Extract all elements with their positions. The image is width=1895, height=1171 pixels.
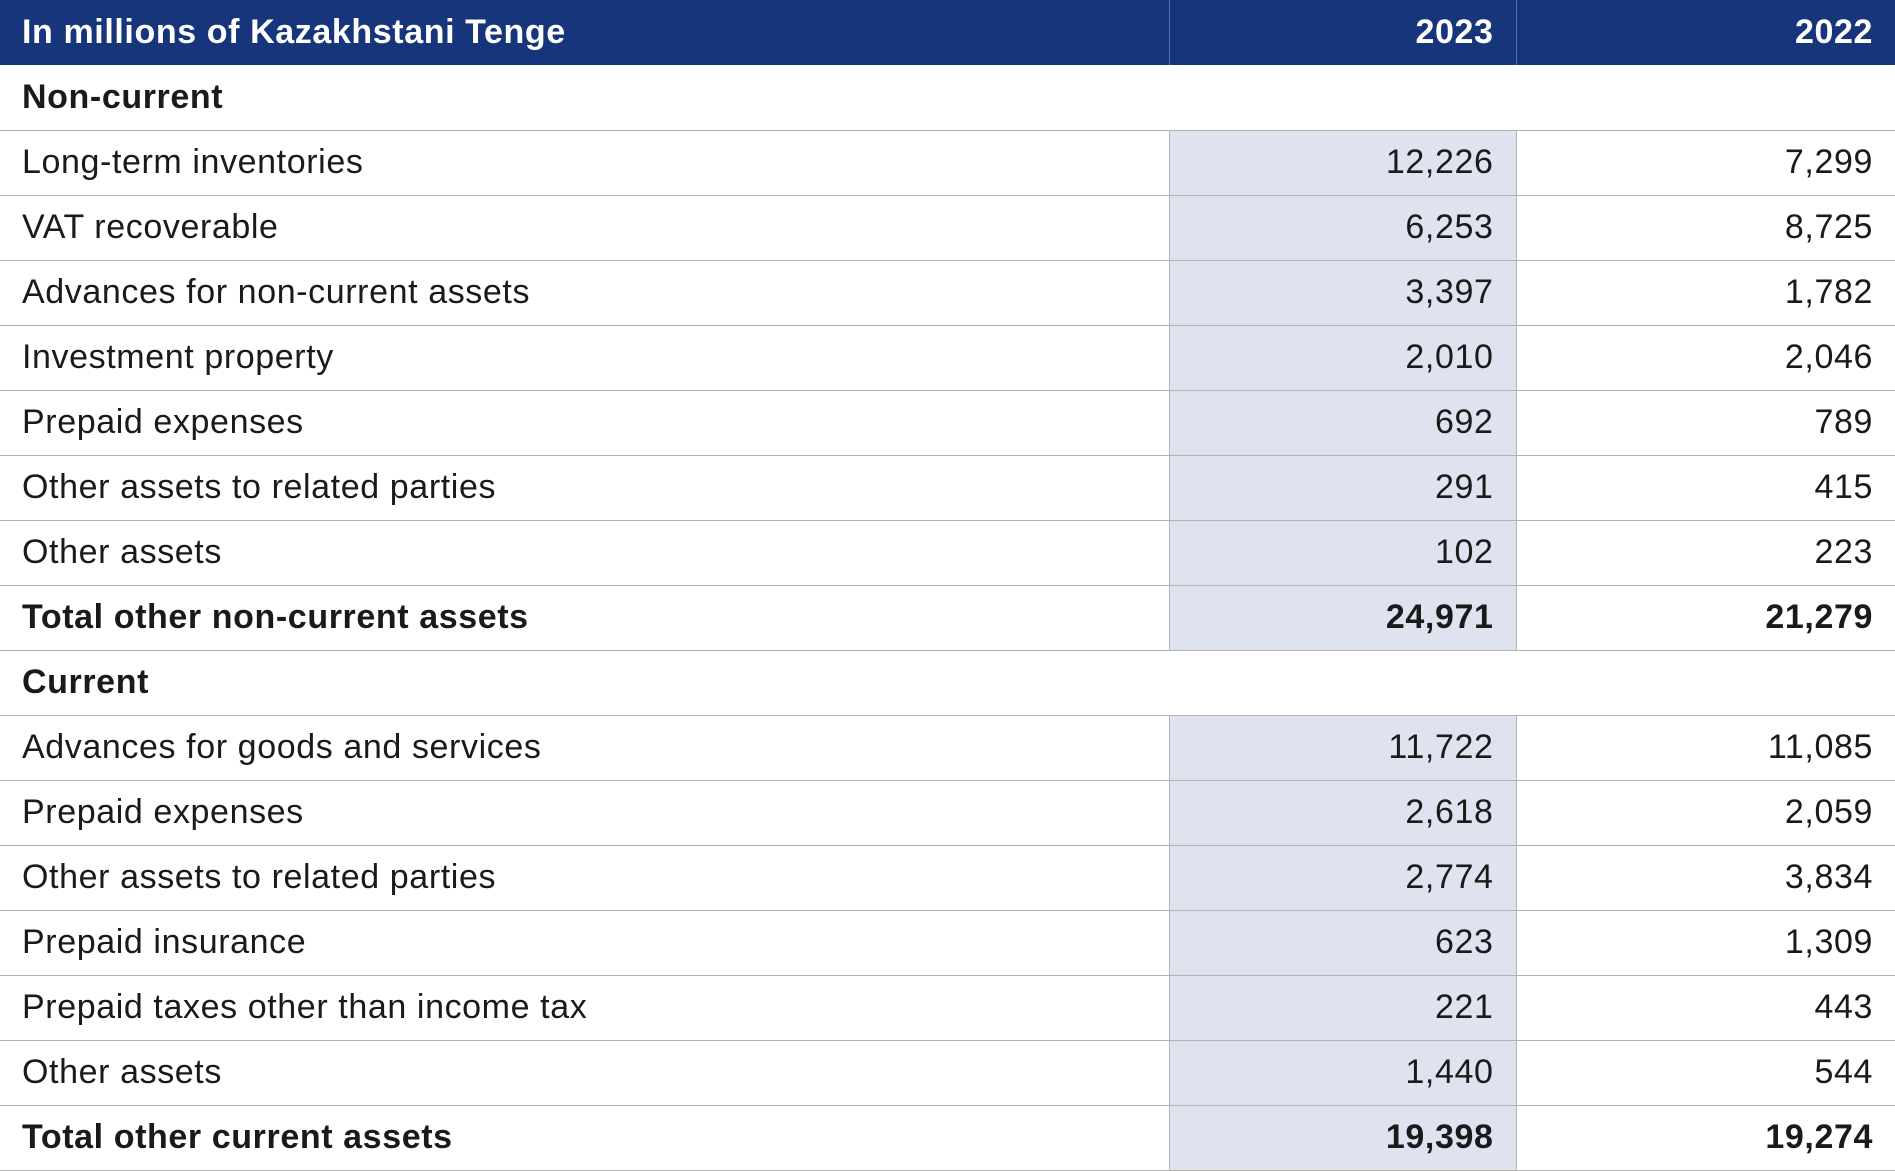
value-2023: 2,010: [1168, 325, 1517, 391]
total-row-non-current: Total other non-current assets 24,971 21…: [0, 585, 1895, 651]
header-label: In millions of Kazakhstani Tenge: [0, 0, 1169, 65]
total-value-2022: 19,274: [1516, 1105, 1895, 1171]
row-label: Advances for goods and services: [0, 715, 1169, 781]
table-row: Prepaid taxes other than income tax 221 …: [0, 975, 1895, 1041]
value-2023: 6,253: [1168, 195, 1517, 261]
value-2023: 12,226: [1168, 130, 1517, 196]
header-2022: 2022: [1515, 0, 1895, 65]
section-title: Current: [0, 650, 1895, 716]
value-2022: 443: [1516, 975, 1895, 1041]
row-label: Prepaid expenses: [0, 780, 1169, 846]
value-2023: 1,440: [1168, 1040, 1517, 1106]
value-2022: 544: [1516, 1040, 1895, 1106]
section-row-non-current: Non-current: [0, 65, 1895, 131]
value-2023: 3,397: [1168, 260, 1517, 326]
row-label: Prepaid insurance: [0, 910, 1169, 976]
table-row: Prepaid expenses 692 789: [0, 390, 1895, 456]
value-2022: 8,725: [1516, 195, 1895, 261]
table-row: Advances for non-current assets 3,397 1,…: [0, 260, 1895, 326]
value-2022: 2,046: [1516, 325, 1895, 391]
total-value-2023: 19,398: [1168, 1105, 1517, 1171]
table-row: Other assets 1,440 544: [0, 1040, 1895, 1106]
value-2023: 2,774: [1168, 845, 1517, 911]
row-label: Prepaid expenses: [0, 390, 1169, 456]
value-2023: 2,618: [1168, 780, 1517, 846]
row-label: Prepaid taxes other than income tax: [0, 975, 1169, 1041]
value-2022: 789: [1516, 390, 1895, 456]
table-header-row: In millions of Kazakhstani Tenge 2023 20…: [0, 0, 1895, 65]
value-2023: 623: [1168, 910, 1517, 976]
table-row: Prepaid expenses 2,618 2,059: [0, 780, 1895, 846]
table-row: Long-term inventories 12,226 7,299: [0, 130, 1895, 196]
value-2023: 11,722: [1168, 715, 1517, 781]
total-row-current: Total other current assets 19,398 19,274: [0, 1105, 1895, 1171]
total-value-2023: 24,971: [1168, 585, 1517, 651]
value-2022: 223: [1516, 520, 1895, 586]
value-2023: 692: [1168, 390, 1517, 456]
section-title: Non-current: [0, 65, 1895, 131]
value-2022: 1,309: [1516, 910, 1895, 976]
value-2023: 291: [1168, 455, 1517, 521]
value-2023: 102: [1168, 520, 1517, 586]
table-row: Investment property 2,010 2,046: [0, 325, 1895, 391]
value-2022: 2,059: [1516, 780, 1895, 846]
total-label: Total other non-current assets: [0, 585, 1169, 651]
total-label: Total other current assets: [0, 1105, 1169, 1171]
table-row: Advances for goods and services 11,722 1…: [0, 715, 1895, 781]
row-label: Advances for non-current assets: [0, 260, 1169, 326]
table-row: Prepaid insurance 623 1,309: [0, 910, 1895, 976]
value-2022: 1,782: [1516, 260, 1895, 326]
value-2022: 3,834: [1516, 845, 1895, 911]
row-label: Other assets to related parties: [0, 455, 1169, 521]
value-2023: 221: [1168, 975, 1517, 1041]
value-2022: 415: [1516, 455, 1895, 521]
table-row: VAT recoverable 6,253 8,725: [0, 195, 1895, 261]
table-row: Other assets 102 223: [0, 520, 1895, 586]
section-row-current: Current: [0, 650, 1895, 716]
value-2022: 11,085: [1516, 715, 1895, 781]
value-2022: 7,299: [1516, 130, 1895, 196]
row-label: Investment property: [0, 325, 1169, 391]
row-label: Other assets: [0, 520, 1169, 586]
row-label: VAT recoverable: [0, 195, 1169, 261]
total-value-2022: 21,279: [1516, 585, 1895, 651]
row-label: Long-term inventories: [0, 130, 1169, 196]
table-row: Other assets to related parties 2,774 3,…: [0, 845, 1895, 911]
table-row: Other assets to related parties 291 415: [0, 455, 1895, 521]
row-label: Other assets to related parties: [0, 845, 1169, 911]
header-2023: 2023: [1168, 0, 1516, 65]
row-label: Other assets: [0, 1040, 1169, 1106]
